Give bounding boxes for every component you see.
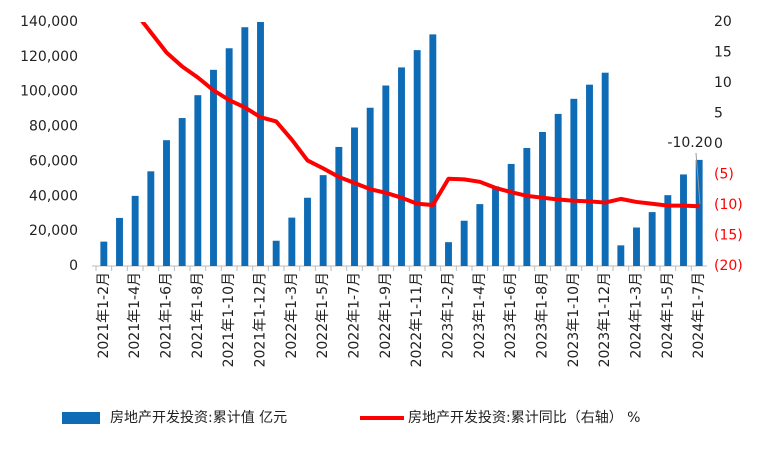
- x-tick-label: 2022年1-9月: [378, 272, 394, 359]
- y-tick-label: 20,000: [29, 223, 78, 239]
- x-tick-label: 2023年1-10月: [566, 272, 582, 367]
- bar: [601, 72, 609, 266]
- bar: [178, 118, 186, 266]
- bar: [413, 50, 421, 266]
- bar: [648, 212, 656, 266]
- bar: [695, 159, 703, 266]
- bar: [664, 195, 672, 266]
- bar: [460, 220, 468, 266]
- bar: [507, 163, 515, 266]
- legend-label: 房地产开发投资:累计值 亿元: [110, 410, 287, 426]
- y-tick-label: 60,000: [29, 153, 78, 169]
- bar: [429, 34, 437, 266]
- x-tick-label: 2023年1-12月: [597, 272, 613, 367]
- plot-area: [100, 22, 703, 266]
- y2-tick-label: (20): [714, 258, 743, 274]
- y2-tick-label: (10): [714, 197, 743, 213]
- bar: [382, 85, 390, 266]
- bar: [163, 140, 170, 266]
- bar: [272, 240, 280, 266]
- y-tick-label: 100,000: [20, 84, 78, 100]
- bar: [288, 217, 296, 266]
- bar: [492, 186, 499, 266]
- bar: [617, 245, 625, 266]
- bar: [335, 146, 343, 266]
- y-tick-label: 140,000: [20, 14, 78, 30]
- x-tick-label: 2023年1-2月: [441, 272, 457, 359]
- x-tick-label: 2022年1-3月: [284, 272, 300, 359]
- bar: [633, 227, 640, 266]
- x-tick-label: 2021年1-12月: [253, 272, 269, 367]
- bar: [100, 241, 108, 266]
- bar: [304, 197, 311, 266]
- bar: [445, 242, 452, 266]
- bar: [131, 195, 139, 266]
- x-tick-label: 2021年1-6月: [159, 272, 175, 359]
- y-tick-label: 80,000: [29, 119, 78, 135]
- x-tick-label: 2022年1-7月: [347, 272, 363, 359]
- x-tick-label: 2024年1-5月: [660, 272, 676, 359]
- x-tick-label: 2021年1-4月: [127, 272, 143, 359]
- y2-tick-label: 0: [714, 136, 723, 152]
- bar: [257, 22, 264, 266]
- x-tick-label: 2022年1-11月: [409, 272, 425, 367]
- legend-label: 房地产开发投资:累计同比（右轴） %: [408, 410, 640, 426]
- bar: [554, 113, 562, 266]
- x-tick-label: 2022年1-5月: [315, 272, 331, 359]
- x-tick-label: 2021年1-8月: [190, 272, 206, 359]
- bar: [116, 217, 123, 266]
- bar: [147, 171, 155, 266]
- line: [140, 22, 700, 209]
- bar: [319, 175, 327, 266]
- legend-swatch: [62, 412, 100, 424]
- y2-tick-label: (5): [714, 167, 734, 183]
- bar: [476, 204, 484, 266]
- annotation-leader: [695, 152, 701, 205]
- x-tick-label: 2023年1-8月: [535, 272, 551, 359]
- bar: [586, 84, 593, 266]
- y2-tick-label: 15: [714, 45, 732, 61]
- x-tick-label: 2021年1-10月: [221, 272, 237, 367]
- bar: [366, 107, 374, 266]
- x-tick-label: 2023年1-6月: [503, 272, 519, 359]
- bar: [351, 127, 358, 266]
- bar: [523, 147, 531, 266]
- annotation: -10.20: [667, 135, 712, 151]
- y2-tick-label: 20: [714, 14, 732, 30]
- y-tick-label: 0: [69, 258, 78, 274]
- y2-tick-label: 5: [714, 106, 723, 122]
- x-tick-label: 2021年1-2月: [96, 272, 112, 359]
- y2-tick-label: (15): [714, 228, 743, 244]
- x-tick-label: 2023年1-4月: [472, 272, 488, 359]
- bar: [225, 48, 233, 266]
- bar: [241, 27, 249, 266]
- y2-tick-label: 10: [714, 75, 732, 91]
- bar: [570, 98, 578, 266]
- x-tick-label: 2024年1-7月: [691, 272, 707, 359]
- x-tick-label: 2024年1-3月: [629, 272, 645, 359]
- bar: [398, 67, 405, 266]
- bar: [680, 174, 687, 266]
- y-tick-label: 40,000: [29, 188, 78, 204]
- bar: [210, 69, 217, 266]
- y-tick-label: 120,000: [20, 49, 78, 65]
- bar: [194, 95, 202, 266]
